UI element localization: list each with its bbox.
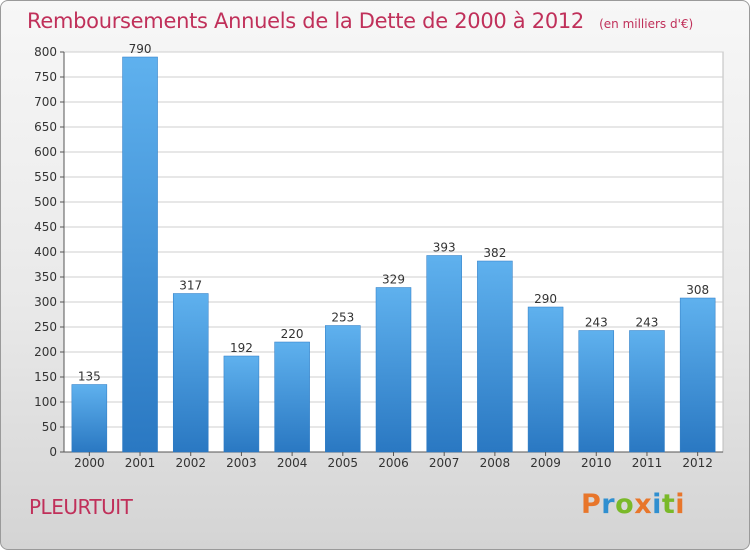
data-label: 135: [78, 370, 101, 384]
logo-letter: t: [661, 489, 676, 520]
chart-subtitle: (en milliers d'€): [599, 17, 694, 31]
data-label: 393: [433, 241, 456, 255]
y-tick-label: 50: [42, 420, 57, 434]
x-tick-label: 2005: [328, 456, 359, 470]
y-tick-label: 500: [34, 195, 57, 209]
x-tick-label: 2007: [429, 456, 460, 470]
x-tick-label: 2010: [581, 456, 612, 470]
x-tick-label: 2001: [125, 456, 156, 470]
y-tick-label: 0: [49, 445, 57, 459]
data-label: 192: [230, 341, 253, 355]
logo-letter: o: [615, 489, 635, 520]
bar: [527, 306, 564, 453]
x-tick-label: 2002: [175, 456, 206, 470]
x-tick-label: 2012: [682, 456, 713, 470]
x-tick-label: 2004: [277, 456, 308, 470]
y-tick-label: 100: [34, 395, 57, 409]
commune-name: PLEURTUIT: [29, 495, 133, 519]
y-tick-label: 800: [34, 45, 57, 59]
y-tick-label: 650: [34, 120, 57, 134]
data-label: 329: [382, 273, 405, 287]
data-label: 253: [331, 311, 354, 325]
logo-letter: i: [652, 489, 662, 520]
data-label: 220: [281, 327, 304, 341]
data-label: 790: [129, 42, 152, 56]
bar: [426, 255, 462, 453]
x-tick-label: 2008: [480, 456, 511, 470]
logo-letter: P: [581, 489, 602, 520]
y-tick-label: 150: [34, 370, 57, 384]
y-tick-label: 450: [34, 220, 57, 234]
logo-letter: r: [601, 489, 616, 520]
x-tick-label: 2006: [378, 456, 409, 470]
bar: [375, 287, 412, 453]
logo-letter: i: [675, 489, 686, 520]
data-label: 290: [534, 292, 557, 306]
y-tick-label: 550: [34, 170, 57, 184]
label-layer: 135 2000 790 2001 317 2002 192 2003 220 2004 253 20…: [74, 42, 713, 470]
logo-letter: x: [634, 489, 653, 520]
title-row: Remboursements Annuels de la Dette de 20…: [27, 9, 693, 33]
bar: [325, 325, 361, 453]
data-label: 243: [636, 316, 659, 330]
bar: [71, 384, 108, 453]
y-tick-label: 700: [34, 95, 57, 109]
y-tick-label: 300: [34, 295, 57, 309]
bar: [578, 330, 615, 453]
y-tick-label: 750: [34, 70, 57, 84]
data-label: 317: [179, 279, 202, 293]
x-tick-label: 2011: [632, 456, 663, 470]
y-tick-label: 600: [34, 145, 57, 159]
x-tick-label: 2009: [530, 456, 561, 470]
y-tick-label: 350: [34, 270, 57, 284]
x-tick-label: 2000: [74, 456, 105, 470]
bar: [122, 56, 158, 453]
bar-layer: [71, 56, 716, 453]
data-label: 308: [686, 283, 709, 297]
x-tick-label: 2003: [226, 456, 257, 470]
bar: [477, 260, 513, 453]
bar: [274, 341, 310, 453]
chart-title: Remboursements Annuels de la Dette de 20…: [27, 9, 584, 33]
data-label: 243: [585, 316, 608, 330]
bar: [679, 297, 716, 453]
y-tick-label: 400: [34, 245, 57, 259]
y-tick-label: 250: [34, 320, 57, 334]
bar: [223, 355, 260, 453]
y-tick-label: 200: [34, 345, 57, 359]
data-label: 382: [483, 246, 506, 260]
bar: [629, 330, 665, 453]
proxiti-logo[interactable]: Proxiti: [581, 489, 685, 520]
bar: [172, 293, 209, 453]
